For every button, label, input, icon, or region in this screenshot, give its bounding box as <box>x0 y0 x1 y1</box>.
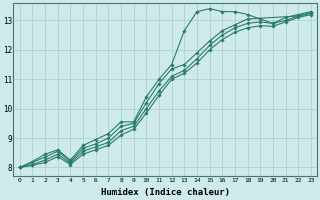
X-axis label: Humidex (Indice chaleur): Humidex (Indice chaleur) <box>101 188 230 197</box>
